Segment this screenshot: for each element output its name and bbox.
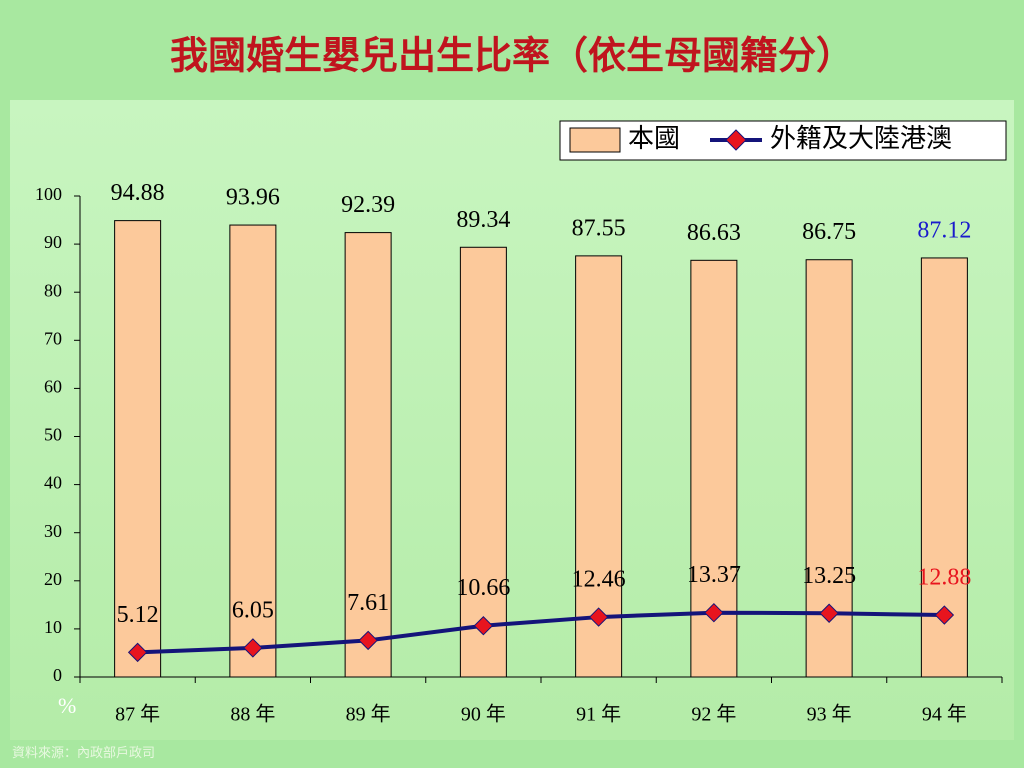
y-tick-label: 60 xyxy=(44,377,62,397)
y-tick-label: 40 xyxy=(44,473,62,493)
line-value-label: 6.05 xyxy=(232,597,274,623)
legend-marker xyxy=(725,129,747,151)
line-marker xyxy=(243,638,263,658)
bar xyxy=(344,232,392,678)
y-tick-label: 10 xyxy=(44,617,62,637)
line-marker xyxy=(358,630,378,651)
x-tick-label: 92 年 xyxy=(691,703,736,726)
line-value-label: 5.12 xyxy=(117,602,159,628)
line-marker xyxy=(934,605,955,625)
x-tick-label: 91 年 xyxy=(576,703,621,726)
bar-value-label: 94.88 xyxy=(111,180,165,206)
line-value-label: 10.66 xyxy=(456,575,510,601)
y-tick-label: 20 xyxy=(44,569,62,589)
x-tick-label: 93 年 xyxy=(807,703,852,726)
x-tick-label: 87 年 xyxy=(115,703,160,726)
legend-swatch xyxy=(569,127,621,153)
y-tick-label: 100 xyxy=(35,184,62,204)
x-tick-label: 90 年 xyxy=(461,703,506,726)
line-marker xyxy=(127,642,148,663)
y-tick-label: 0 xyxy=(53,665,62,685)
y-tick-label: 50 xyxy=(44,425,62,445)
y-tick-label: 90 xyxy=(44,232,62,252)
y-tick-label: 30 xyxy=(44,521,62,541)
bar-value-label: 87.12 xyxy=(917,217,971,243)
bar-value-label: 87.55 xyxy=(572,215,626,241)
line-value-label: 12.88 xyxy=(917,565,971,591)
bar xyxy=(575,255,623,678)
line-marker xyxy=(588,607,609,627)
line-value-label: 13.25 xyxy=(802,563,856,589)
chart-title: 我國婚生嬰兒出生比率（依生母國籍分） xyxy=(170,36,854,78)
unit-label: % xyxy=(58,693,76,718)
line-marker xyxy=(473,616,494,636)
line xyxy=(137,610,945,655)
line-value-label: 12.46 xyxy=(572,567,626,593)
bar-value-label: 86.75 xyxy=(802,219,856,245)
legend-label: 外籍及大陸港澳 xyxy=(770,124,952,153)
legend-box xyxy=(559,120,1007,161)
x-tick-label: 88 年 xyxy=(230,703,275,726)
x-tick-label: 89 年 xyxy=(346,703,391,726)
line-value-label: 13.37 xyxy=(687,562,741,588)
source-note: 資料來源：內政部戶政司 xyxy=(12,745,155,760)
bar-value-label: 86.63 xyxy=(687,220,741,246)
line-marker xyxy=(819,603,839,623)
bar-value-label: 93.96 xyxy=(226,185,280,211)
legend-label: 本國 xyxy=(628,124,680,153)
line-value-label: 7.61 xyxy=(347,590,389,616)
bar-value-label: 92.39 xyxy=(341,192,395,218)
bar-value-label: 89.34 xyxy=(456,207,510,233)
bar xyxy=(459,246,507,678)
bar xyxy=(229,224,277,678)
y-tick-label: 80 xyxy=(44,280,62,300)
line-marker xyxy=(704,602,724,623)
y-tick-label: 70 xyxy=(44,328,62,348)
x-tick-label: 94 年 xyxy=(922,703,967,726)
bar xyxy=(114,220,162,678)
